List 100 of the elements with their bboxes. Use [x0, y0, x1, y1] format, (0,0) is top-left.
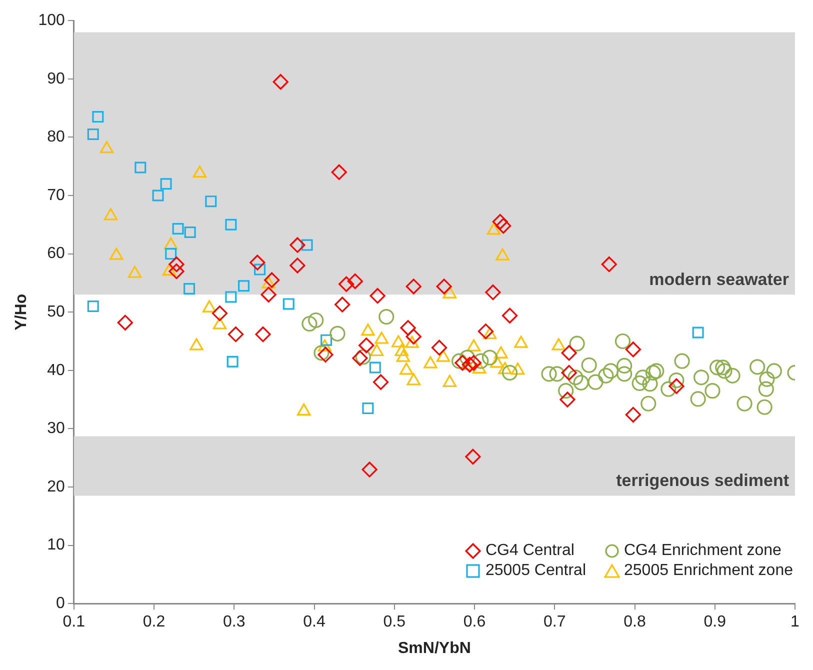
point: [466, 355, 482, 371]
point: [454, 355, 470, 371]
legend-label: 25005 Central: [485, 562, 586, 579]
point: [632, 375, 648, 392]
point: [462, 356, 478, 372]
point: [254, 264, 266, 276]
point: [473, 353, 489, 369]
point: [465, 448, 481, 464]
x-tick-label: 1: [790, 614, 800, 631]
point: [668, 372, 684, 388]
y-tick-label: 60: [47, 245, 65, 262]
point: [674, 353, 690, 369]
point: [225, 218, 237, 230]
point: [758, 381, 774, 397]
point: [724, 368, 740, 384]
point: [601, 256, 617, 272]
point: [736, 396, 752, 412]
point: [668, 378, 684, 394]
point: [690, 391, 706, 407]
point: [759, 371, 775, 387]
point: [228, 326, 244, 342]
point: [318, 346, 334, 362]
point: [400, 320, 416, 336]
point: [502, 308, 518, 324]
point: [226, 356, 238, 368]
point: [378, 308, 394, 325]
point: [460, 350, 476, 366]
point: [134, 162, 146, 174]
point: [642, 376, 658, 392]
point: [282, 298, 294, 310]
point: [648, 363, 664, 379]
point: [715, 360, 731, 376]
point: [616, 366, 632, 382]
point: [184, 283, 196, 295]
legend-label: CG4 Enrichment zone: [624, 542, 782, 559]
point: [692, 326, 704, 338]
point: [451, 353, 468, 369]
point: [560, 392, 576, 408]
point: [598, 368, 614, 384]
y-tick-label: 0: [56, 595, 65, 612]
point: [272, 74, 288, 90]
point: [704, 383, 720, 399]
x-tick-label: 0.9: [704, 614, 726, 631]
point: [355, 349, 371, 365]
point: [502, 364, 518, 381]
y-tick-label: 90: [47, 70, 65, 88]
point: [168, 256, 184, 272]
point: [264, 272, 280, 288]
x-tick-label: 0.3: [223, 614, 246, 631]
point: [212, 305, 228, 322]
point: [330, 326, 346, 342]
point: [165, 248, 177, 260]
point: [614, 333, 631, 350]
point: [225, 291, 237, 303]
point: [372, 374, 389, 390]
point: [260, 286, 276, 302]
y-tick-label: 100: [38, 12, 65, 30]
point: [314, 345, 330, 361]
y-tick-label: 20: [47, 478, 65, 496]
point: [634, 370, 651, 386]
point: [331, 164, 347, 180]
band-label: terrigenous sediment: [616, 470, 790, 490]
point: [602, 363, 619, 379]
y-tick-label: 30: [47, 420, 65, 438]
point: [558, 383, 574, 399]
point: [561, 345, 577, 361]
x-tick-label: 0.1: [62, 614, 86, 631]
point: [362, 402, 374, 414]
point: [255, 326, 271, 342]
point: [238, 280, 250, 292]
point: [87, 128, 99, 140]
point: [568, 370, 584, 386]
x-tick-label: 0.4: [303, 614, 326, 631]
point: [290, 258, 306, 274]
point: [358, 338, 374, 354]
point: [541, 366, 557, 382]
point: [716, 363, 732, 379]
legend-label: 25005 Enrichment zone: [624, 562, 793, 579]
point: [308, 312, 324, 328]
point: [431, 340, 448, 356]
x-axis-title: SmN/YbN: [398, 640, 471, 657]
x-tick-label: 0.7: [544, 614, 566, 631]
point: [117, 314, 133, 330]
point: [588, 374, 604, 390]
point: [492, 214, 508, 230]
point: [436, 278, 452, 294]
y-tick-label: 50: [47, 304, 65, 321]
point: [709, 360, 726, 376]
point: [573, 374, 589, 390]
point: [205, 196, 217, 208]
point: [482, 350, 498, 366]
point: [581, 357, 597, 373]
point: [160, 178, 172, 190]
point: [485, 284, 501, 300]
y-tick-label: 70: [47, 186, 65, 204]
legend-label: CG4 Central: [485, 542, 574, 559]
point: [369, 362, 381, 374]
point: [168, 263, 184, 280]
point: [645, 364, 661, 381]
point: [496, 218, 512, 234]
